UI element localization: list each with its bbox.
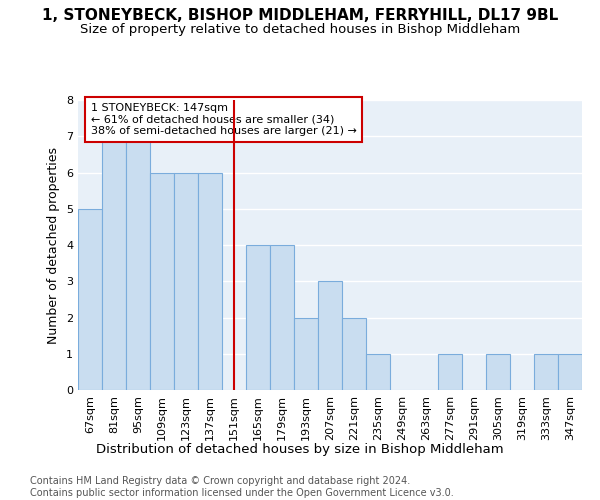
- Text: 1 STONEYBECK: 147sqm
← 61% of detached houses are smaller (34)
38% of semi-detac: 1 STONEYBECK: 147sqm ← 61% of detached h…: [91, 103, 356, 136]
- Bar: [198, 172, 222, 390]
- Text: 1, STONEYBECK, BISHOP MIDDLEHAM, FERRYHILL, DL17 9BL: 1, STONEYBECK, BISHOP MIDDLEHAM, FERRYHI…: [42, 8, 558, 22]
- Text: Size of property relative to detached houses in Bishop Middleham: Size of property relative to detached ho…: [80, 22, 520, 36]
- Bar: [270, 245, 294, 390]
- Bar: [78, 209, 102, 390]
- Bar: [438, 354, 462, 390]
- Text: Distribution of detached houses by size in Bishop Middleham: Distribution of detached houses by size …: [96, 442, 504, 456]
- Text: Contains HM Land Registry data © Crown copyright and database right 2024.
Contai: Contains HM Land Registry data © Crown c…: [30, 476, 454, 498]
- Bar: [366, 354, 390, 390]
- Bar: [102, 136, 126, 390]
- Bar: [558, 354, 582, 390]
- Bar: [486, 354, 510, 390]
- Y-axis label: Number of detached properties: Number of detached properties: [47, 146, 61, 344]
- Bar: [534, 354, 558, 390]
- Bar: [174, 172, 198, 390]
- Bar: [294, 318, 318, 390]
- Bar: [126, 136, 150, 390]
- Bar: [342, 318, 366, 390]
- Bar: [246, 245, 270, 390]
- Bar: [318, 281, 342, 390]
- Bar: [150, 172, 174, 390]
